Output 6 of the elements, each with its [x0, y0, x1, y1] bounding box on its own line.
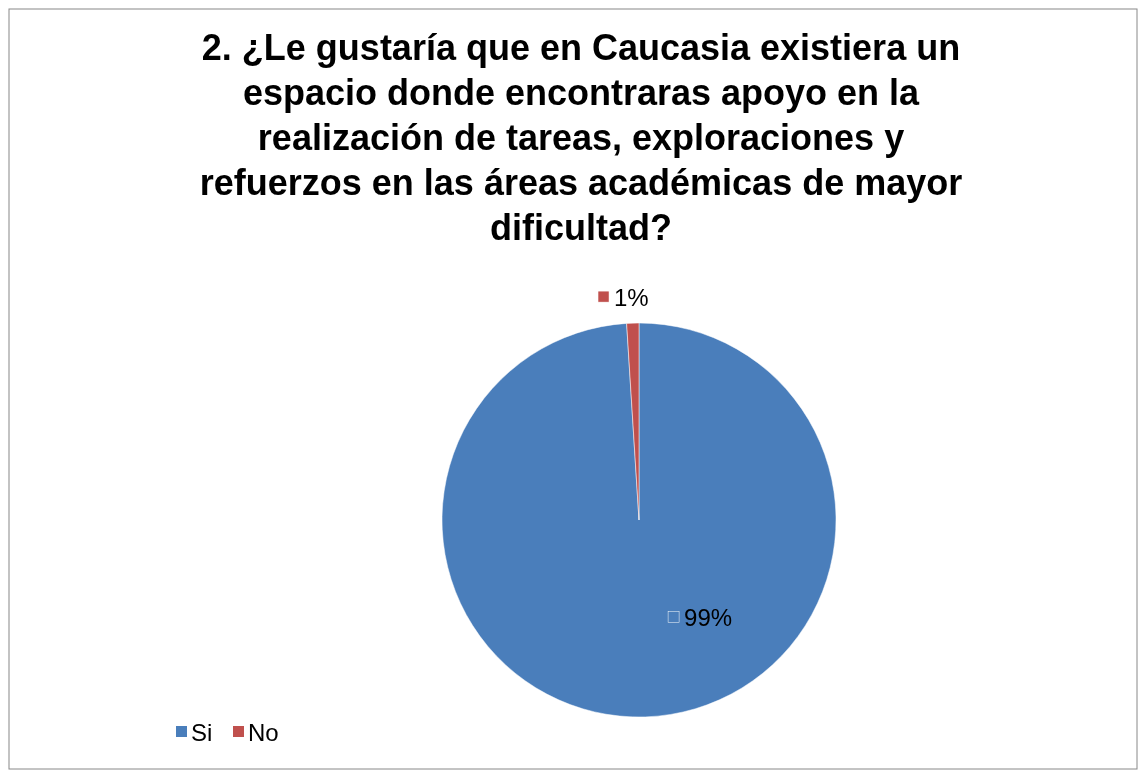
chart-title: 2. ¿Le gustaría que en Caucasia existiera un espacio donde encontraras apoyo en la realización de tareas, exploraciones y refuerzos en las áreas académicas de mayor dificultad?	[199, 27, 963, 248]
legend-label: No	[248, 719, 279, 746]
data-label: 1%	[614, 284, 649, 312]
data-label: 99%	[684, 604, 733, 632]
pie-slice	[441, 322, 837, 718]
legend-label: Si	[191, 719, 213, 746]
